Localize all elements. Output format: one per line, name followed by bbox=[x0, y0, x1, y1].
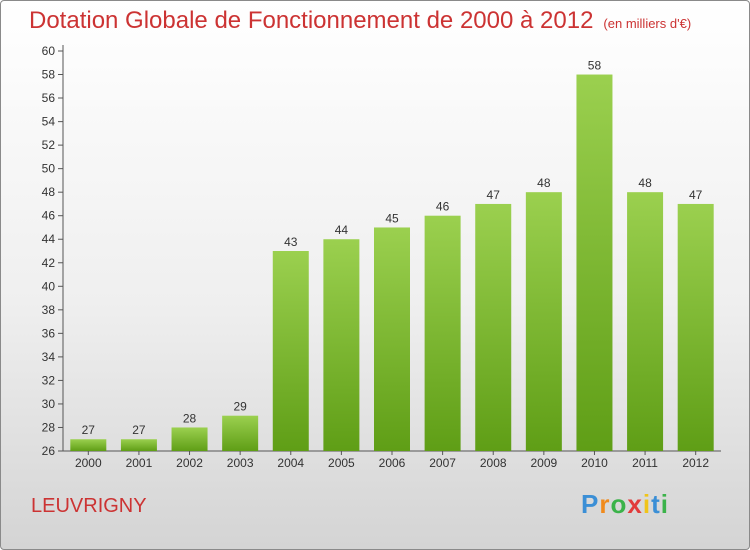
x-tick-label-2006: 2006 bbox=[379, 456, 406, 470]
bar-2011 bbox=[627, 192, 664, 452]
bar-2010 bbox=[576, 74, 613, 451]
data-label-2006: 45 bbox=[385, 211, 399, 225]
data-label-2004: 43 bbox=[284, 235, 298, 249]
y-tick-label: 60 bbox=[42, 44, 56, 58]
y-tick-label: 48 bbox=[42, 185, 56, 199]
x-tick-label-2012: 2012 bbox=[682, 456, 709, 470]
x-tick-label-2008: 2008 bbox=[480, 456, 507, 470]
y-tick-label: 26 bbox=[42, 444, 56, 458]
bar-2000 bbox=[70, 439, 107, 451]
data-label-2002: 28 bbox=[183, 411, 197, 425]
x-tick-label-2011: 2011 bbox=[632, 456, 658, 470]
y-tick-label: 40 bbox=[42, 279, 56, 293]
logo-letter: r bbox=[599, 489, 611, 519]
y-tick-label: 28 bbox=[42, 420, 56, 434]
y-tick-label: 52 bbox=[42, 138, 56, 152]
y-tick-label: 54 bbox=[42, 115, 56, 129]
logo-letter: o bbox=[610, 489, 628, 519]
data-label-2009: 48 bbox=[537, 176, 551, 190]
chart-axes: 26 28 30 32 34 36 38 40 42 44 46 48 50 52 54 56 58 60 bbox=[42, 44, 721, 458]
data-label-2010: 58 bbox=[588, 59, 602, 73]
bar-2004 bbox=[272, 251, 309, 451]
bar-2012 bbox=[677, 203, 714, 451]
y-tick-label: 32 bbox=[42, 373, 56, 387]
bar-2005 bbox=[323, 239, 360, 451]
x-tick-label-2005: 2005 bbox=[328, 456, 355, 470]
logo-letter: P bbox=[581, 489, 600, 519]
y-tick-label: 38 bbox=[42, 303, 56, 317]
y-tick-label: 58 bbox=[42, 68, 56, 82]
chart-subtitle: (en milliers d'€) bbox=[603, 16, 692, 31]
y-tick-label: 56 bbox=[42, 91, 56, 105]
bar-2002 bbox=[171, 427, 208, 451]
bar-2009 bbox=[525, 192, 562, 452]
commune-name: LEUVRIGNY bbox=[31, 495, 147, 517]
y-tick-label: 46 bbox=[42, 209, 56, 223]
chart-title: Dotation Globale de Fonctionnement de 20… bbox=[29, 7, 691, 35]
x-tick-label-2004: 2004 bbox=[277, 456, 304, 470]
data-label-2007: 46 bbox=[436, 200, 450, 214]
logo-letter: x bbox=[627, 489, 643, 519]
chart-bars bbox=[70, 74, 714, 452]
y-tick-label: 30 bbox=[42, 397, 56, 411]
bar-2006 bbox=[374, 227, 410, 451]
logo-letter: i bbox=[642, 489, 652, 519]
data-label-2005: 44 bbox=[335, 223, 349, 237]
y-tick-label: 34 bbox=[42, 350, 56, 364]
bar-2001 bbox=[120, 439, 157, 451]
data-label-2003: 29 bbox=[233, 400, 247, 414]
proxiti-logo: Proxiti bbox=[581, 489, 669, 520]
x-tick-label-2001: 2001 bbox=[126, 456, 153, 470]
data-label-2000: 27 bbox=[82, 423, 96, 437]
chart-labels: 2000 27 2001 27 2002 28 2003 29 2004 43 2005 44 2006… bbox=[75, 59, 709, 470]
y-tick-label: 44 bbox=[42, 232, 56, 246]
data-label-2008: 47 bbox=[487, 188, 501, 202]
x-tick-label-2010: 2010 bbox=[581, 456, 608, 470]
bar-2003 bbox=[222, 415, 259, 451]
logo-letter: t bbox=[651, 489, 661, 519]
data-label-2012: 47 bbox=[689, 188, 703, 202]
data-label-2011: 48 bbox=[638, 176, 652, 190]
x-tick-label-2002: 2002 bbox=[176, 456, 203, 470]
bar-2007 bbox=[424, 215, 461, 451]
x-tick-label-2003: 2003 bbox=[227, 456, 254, 470]
bar-2008 bbox=[475, 203, 512, 451]
x-tick-label-2007: 2007 bbox=[429, 456, 456, 470]
x-tick-label-2000: 2000 bbox=[75, 456, 102, 470]
y-tick-label: 42 bbox=[42, 256, 56, 270]
x-tick-label-2009: 2009 bbox=[530, 456, 557, 470]
chart-title-text: Dotation Globale de Fonctionnement de 20… bbox=[29, 7, 594, 34]
y-tick-label: 36 bbox=[42, 326, 56, 340]
y-tick-label: 50 bbox=[42, 162, 56, 176]
logo-letter: i bbox=[660, 489, 669, 519]
data-label-2001: 27 bbox=[132, 423, 146, 437]
